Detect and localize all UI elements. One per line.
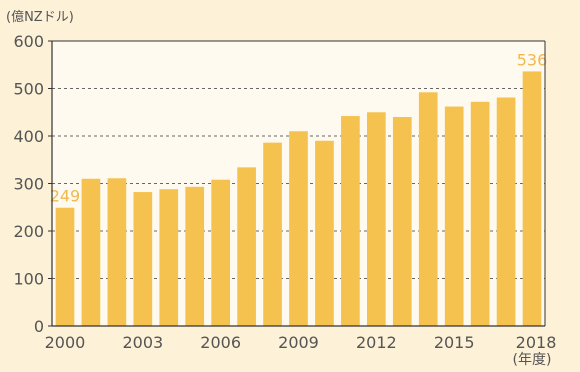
bar	[315, 140, 334, 326]
x-tick-label: 2009	[278, 333, 319, 352]
data-label: 249	[50, 187, 81, 206]
y-tick-label: 400	[13, 127, 44, 146]
bar	[107, 178, 127, 326]
x-tick-label: 2018	[516, 333, 557, 352]
bar	[289, 131, 308, 326]
y-tick-label: 600	[13, 32, 44, 51]
y-tick-label: 500	[13, 80, 44, 99]
bar	[81, 178, 101, 326]
x-tick-label: 2006	[200, 333, 241, 352]
bars	[55, 71, 542, 327]
bar	[496, 97, 516, 327]
y-tick-label: 0	[34, 317, 44, 336]
bar	[470, 101, 490, 326]
y-tick-label: 200	[13, 222, 44, 241]
bar	[392, 117, 412, 326]
x-axis-unit-label: (年度)	[513, 352, 552, 368]
bar	[133, 192, 153, 326]
bar	[185, 186, 205, 326]
x-tick-label: 2000	[45, 333, 86, 352]
bar	[237, 167, 256, 326]
axes	[48, 40, 546, 327]
bar	[341, 116, 360, 326]
bar	[159, 189, 179, 326]
x-tick-label: 2003	[122, 333, 163, 352]
data-label: 536	[517, 50, 548, 69]
bar	[522, 71, 542, 327]
bar	[263, 142, 282, 326]
data-labels: 249 536	[50, 50, 548, 205]
y-tick-labels: 0 100 200 300 400 500 600	[13, 32, 44, 336]
x-tick-label: 2015	[434, 333, 475, 352]
x-tick-label: 2012	[356, 333, 397, 352]
bar	[444, 106, 464, 326]
y-tick-label: 300	[13, 175, 44, 194]
x-tick-labels: 2000 2003 2006 2009 2012 2015 2018	[45, 333, 557, 352]
bar	[211, 179, 230, 326]
y-axis-unit-label: (億NZドル)	[6, 9, 74, 25]
y-tick-label: 100	[13, 270, 44, 289]
bar	[418, 92, 438, 326]
bar	[55, 207, 75, 326]
bar	[367, 112, 386, 326]
